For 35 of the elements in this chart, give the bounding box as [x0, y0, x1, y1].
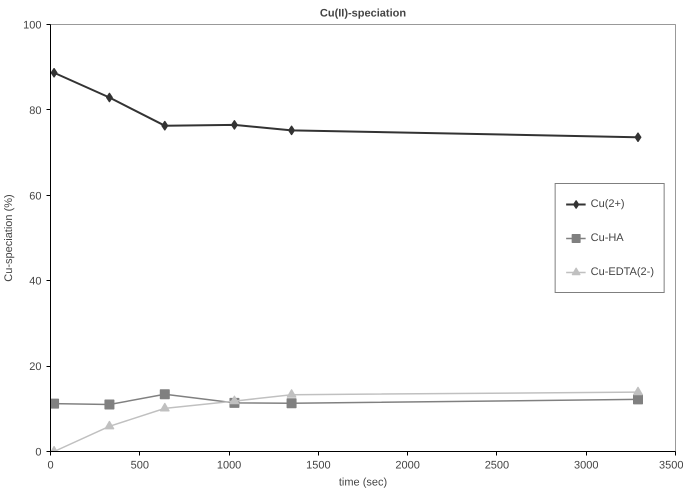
x-tick-label: 2500	[484, 460, 510, 472]
y-tick-label: 100	[23, 20, 42, 32]
y-tick-label: 60	[29, 190, 42, 202]
point	[160, 402, 170, 412]
chart-title: Cu(II)-speciation	[320, 8, 406, 20]
point	[286, 398, 297, 408]
legend-label: Cu(2+)	[590, 198, 625, 210]
point	[50, 68, 58, 78]
point	[230, 120, 238, 130]
x-axis-title: time (sec)	[338, 476, 388, 488]
point	[104, 400, 114, 410]
point	[633, 394, 643, 404]
point	[160, 389, 170, 400]
y-tick-label: 0	[35, 446, 42, 458]
x-tick-label: 3000	[574, 460, 598, 472]
x-tick-label: 500	[130, 460, 149, 472]
legend-label: Cu-HA	[590, 232, 624, 244]
y-tick-label: 80	[29, 104, 42, 117]
point	[161, 120, 168, 131]
y-tick-label: 20	[29, 361, 42, 374]
x-tick-label: 1000	[216, 460, 242, 472]
point	[106, 92, 113, 103]
point	[288, 125, 296, 136]
x-tick-label: 2000	[395, 460, 420, 472]
point	[104, 420, 114, 430]
legend-label: Cu-EDTA(2-)	[590, 266, 654, 278]
point	[633, 386, 643, 396]
x-tick-label: 3500	[659, 460, 683, 472]
y-axis-title: Cu-speciation (%)	[3, 194, 16, 282]
y-tick-label: 40	[29, 276, 42, 288]
x-tick-label: 1500	[306, 460, 331, 472]
point	[286, 389, 297, 398]
point	[50, 398, 60, 409]
x-tick-label: 0	[47, 460, 54, 472]
point	[229, 395, 240, 404]
